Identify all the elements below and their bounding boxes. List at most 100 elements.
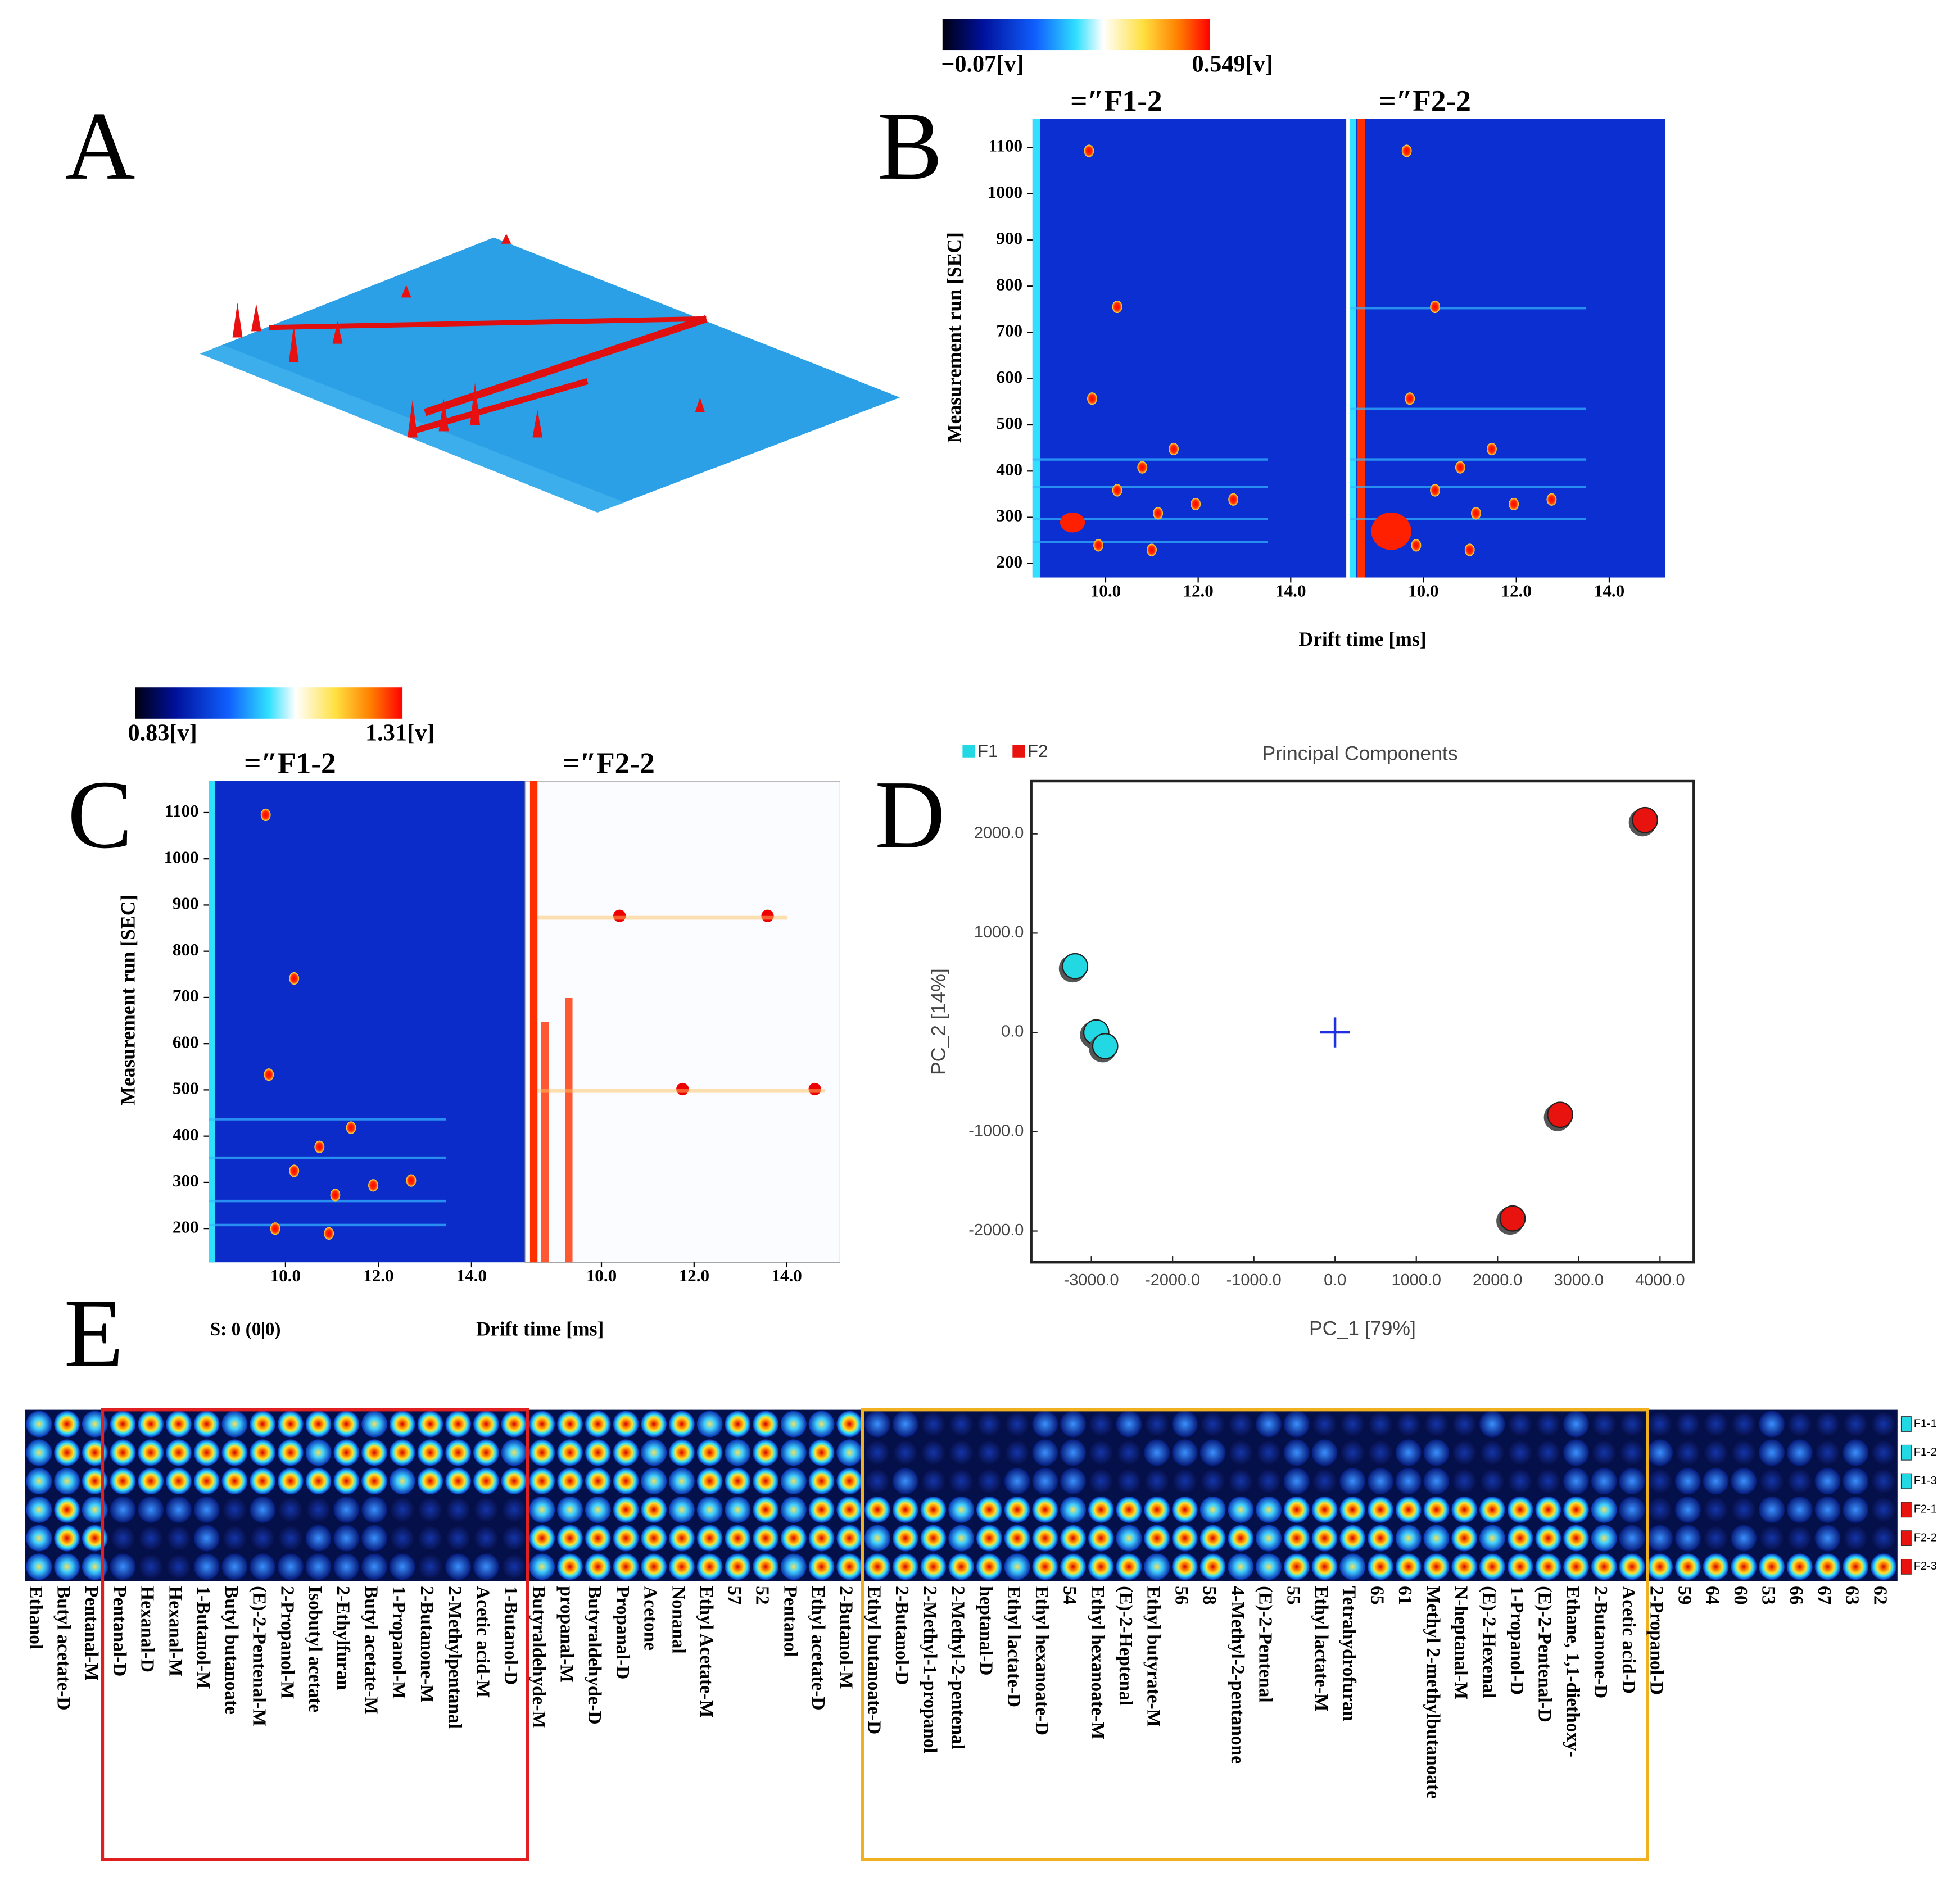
fingerprint-cell [417,1411,443,1438]
streak [1350,518,1587,520]
fingerprint-cell [417,1525,443,1552]
fingerprint-cell [1731,1553,1757,1580]
fingerprint-cell [361,1411,387,1438]
fingerprint-cell [1843,1411,1869,1438]
fingerprint-cell [417,1553,443,1580]
peak [1112,300,1122,314]
peak [251,303,261,332]
row-label: F1-2 [1914,1446,1937,1458]
column-label: 2-Butanone-M [417,1586,437,1702]
peak [288,325,299,363]
fingerprint-cell [529,1496,555,1523]
peak [1430,484,1440,497]
peak [368,1179,378,1192]
rip-line [529,781,538,1263]
fingerprint-cell [277,1496,304,1523]
peak [695,397,705,412]
fingerprint-cell [1759,1411,1785,1438]
highlight-box [101,1408,529,1861]
fingerprint-cell [445,1411,472,1438]
fingerprint-cell [641,1468,667,1494]
fingerprint-cell [1814,1439,1841,1466]
y-tick-label: 1100 [989,136,1023,156]
fingerprint-cell [333,1525,360,1552]
fingerprint-cell [1619,1525,1645,1552]
fingerprint-cell [808,1468,835,1494]
column-label: Ethanol [25,1586,46,1649]
x-tick-label: 1000.0 [1392,1271,1441,1289]
peak [470,382,480,425]
fingerprint-cell [1647,1525,1673,1552]
column-label: 52 [752,1586,773,1604]
legend-label: F1 [977,741,998,761]
column-label: Butyraldehyde-M [528,1586,549,1729]
x-tick-label: -2000.0 [1145,1271,1200,1289]
fingerprint-cell [1843,1525,1869,1552]
fingerprint-cell [389,1496,415,1523]
fingerprint-cell [54,1496,80,1523]
colorbar-label: 0.549[v] [1192,51,1273,78]
fingerprint-cell [1731,1439,1757,1466]
fingerprint-cell [976,1439,1002,1466]
fingerprint-cell [1675,1439,1701,1466]
fingerprint-cell [920,1496,947,1523]
rip-line [209,781,215,1263]
fingerprint-cell [221,1468,248,1494]
y-tick-label: 2000.0 [974,824,1024,842]
y-tick-label: 500 [996,413,1022,433]
column-label: 56 [1171,1586,1192,1604]
x-tick-label: 12.0 [1501,581,1531,600]
fingerprint-cell [1563,1468,1589,1494]
fingerprint-cell [1871,1411,1896,1438]
fingerprint-cell [1116,1525,1142,1552]
fingerprint-cell [1563,1553,1589,1580]
fingerprint-cell [1060,1553,1086,1580]
fingerprint-cell [1088,1525,1114,1552]
fingerprint-cell [1004,1468,1030,1494]
fingerprint-cell [1786,1496,1813,1523]
y-tick-label: 1000.0 [974,923,1024,941]
fingerprint-cell [1004,1496,1030,1523]
peak [330,1189,341,1202]
fingerprint-cell [696,1553,723,1580]
fingerprint-cell [1479,1439,1505,1466]
fingerprint-cell [1032,1468,1058,1494]
fingerprint-cell [1116,1496,1142,1523]
peak [532,410,543,438]
fingerprint-cell [836,1411,863,1438]
fingerprint-cell [836,1553,863,1580]
fingerprint-cell [333,1439,360,1466]
fingerprint-cell [1843,1439,1869,1466]
fingerprint-cell [1228,1496,1254,1523]
fingerprint-cell [1395,1411,1422,1438]
fingerprint-cell [753,1411,778,1438]
origin-cross [1320,1017,1350,1048]
fingerprint-cell [1451,1496,1477,1523]
fingerprint-cell [193,1553,220,1580]
peak [1487,442,1497,456]
fingerprint-cell [1228,1525,1254,1552]
fingerprint-cell [920,1525,947,1552]
fingerprint-cell [641,1496,667,1523]
fingerprint-cell [166,1525,192,1552]
fingerprint-cell [1004,1553,1030,1580]
fingerprint-cell [305,1525,332,1552]
fingerprint-cell [1675,1525,1701,1552]
column-label: 2-Methylpentanal [445,1586,465,1729]
column-label: 55 [1283,1586,1303,1604]
fingerprint-cell [277,1525,304,1552]
column-label: 4-Methyl-2-pentanone [1227,1586,1248,1764]
fingerprint-cell [1591,1496,1617,1523]
peak [1191,497,1201,511]
peak [264,1068,274,1081]
column-label: 1-Propanol-D [1506,1586,1527,1695]
ridge [269,316,707,330]
heatmap-peaks [1032,144,1587,556]
column-label: (E)-2-Pentenal [1255,1586,1276,1702]
fingerprint-cell [1451,1439,1477,1466]
fingerprint-cell [753,1496,778,1523]
fingerprint-cell [1283,1411,1310,1438]
column-label: Ethyl butanoate-D [863,1586,884,1734]
fingerprint-cell [641,1411,667,1438]
